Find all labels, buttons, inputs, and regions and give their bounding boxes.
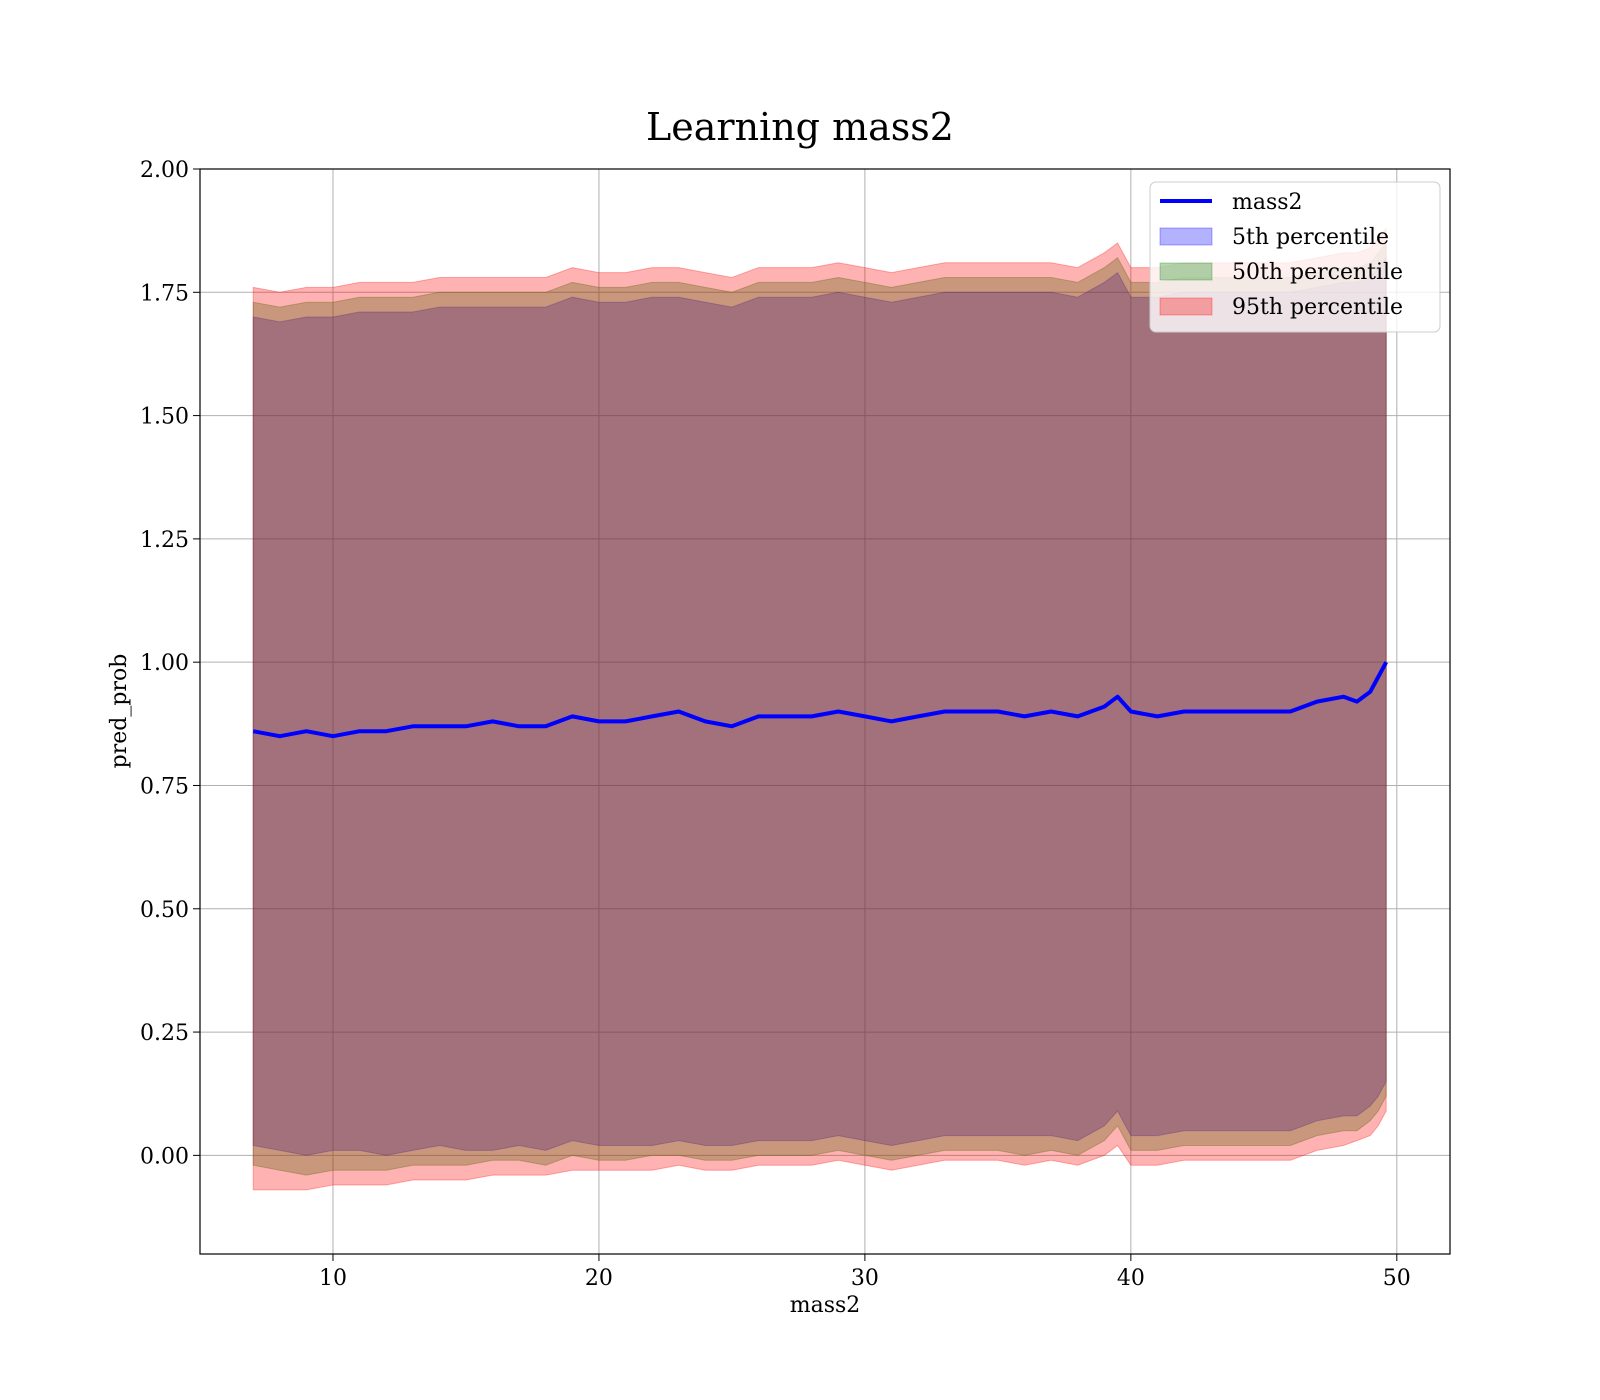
legend-label-5th-percentile: 5th percentile <box>1232 225 1389 250</box>
legend-label-mass2: mass2 <box>1232 190 1303 215</box>
band-5th-percentile <box>252 256 1387 1156</box>
y-axis-ticks: 0.00 0.25 0.50 0.75 1.00 1.25 1.50 1.75 2.00 <box>140 158 200 1169</box>
series-lines <box>252 661 1388 739</box>
y-tick-label: 0.00 <box>140 1144 189 1169</box>
band-50th-percentile <box>252 241 1387 1176</box>
y-tick-label: 1.00 <box>140 651 189 676</box>
x-tick-label: 30 <box>851 1266 879 1291</box>
legend-label-95th-percentile: 95th percentile <box>1232 295 1403 320</box>
y-axis-label: pred_prob <box>107 654 132 769</box>
x-tick-label: 50 <box>1383 1266 1411 1291</box>
legend-swatch-50th-percentile <box>1159 262 1213 281</box>
x-axis-ticks: 10 20 30 40 50 <box>319 1254 1411 1291</box>
y-tick-label: 1.50 <box>140 405 189 430</box>
legend-label-50th-percentile: 50th percentile <box>1232 260 1403 285</box>
y-tick-label: 1.25 <box>140 528 189 553</box>
x-tick-label: 10 <box>319 1266 347 1291</box>
line-mass2 <box>252 661 1388 739</box>
band-95th-percentile <box>252 226 1387 1191</box>
legend-swatch-95th-percentile <box>1159 297 1213 316</box>
y-tick-label: 1.75 <box>140 281 189 306</box>
plot-area-frame <box>199 168 1451 1255</box>
y-tick-label: 0.75 <box>140 774 189 799</box>
x-tick-label: 20 <box>585 1266 613 1291</box>
percentile-bands <box>252 226 1387 1191</box>
legend-swatch-5th-percentile <box>1159 227 1213 246</box>
legend: mass2 5th percentile 50th percentile 95t… <box>1149 181 1441 333</box>
chart-title: Learning mass2 <box>646 105 954 149</box>
x-tick-label: 40 <box>1117 1266 1145 1291</box>
y-tick-label: 0.25 <box>140 1021 189 1046</box>
legend-box <box>1149 181 1441 333</box>
y-tick-label: 2.00 <box>140 158 189 183</box>
x-axis-label: mass2 <box>790 1293 861 1318</box>
y-tick-label: 0.50 <box>140 898 189 923</box>
